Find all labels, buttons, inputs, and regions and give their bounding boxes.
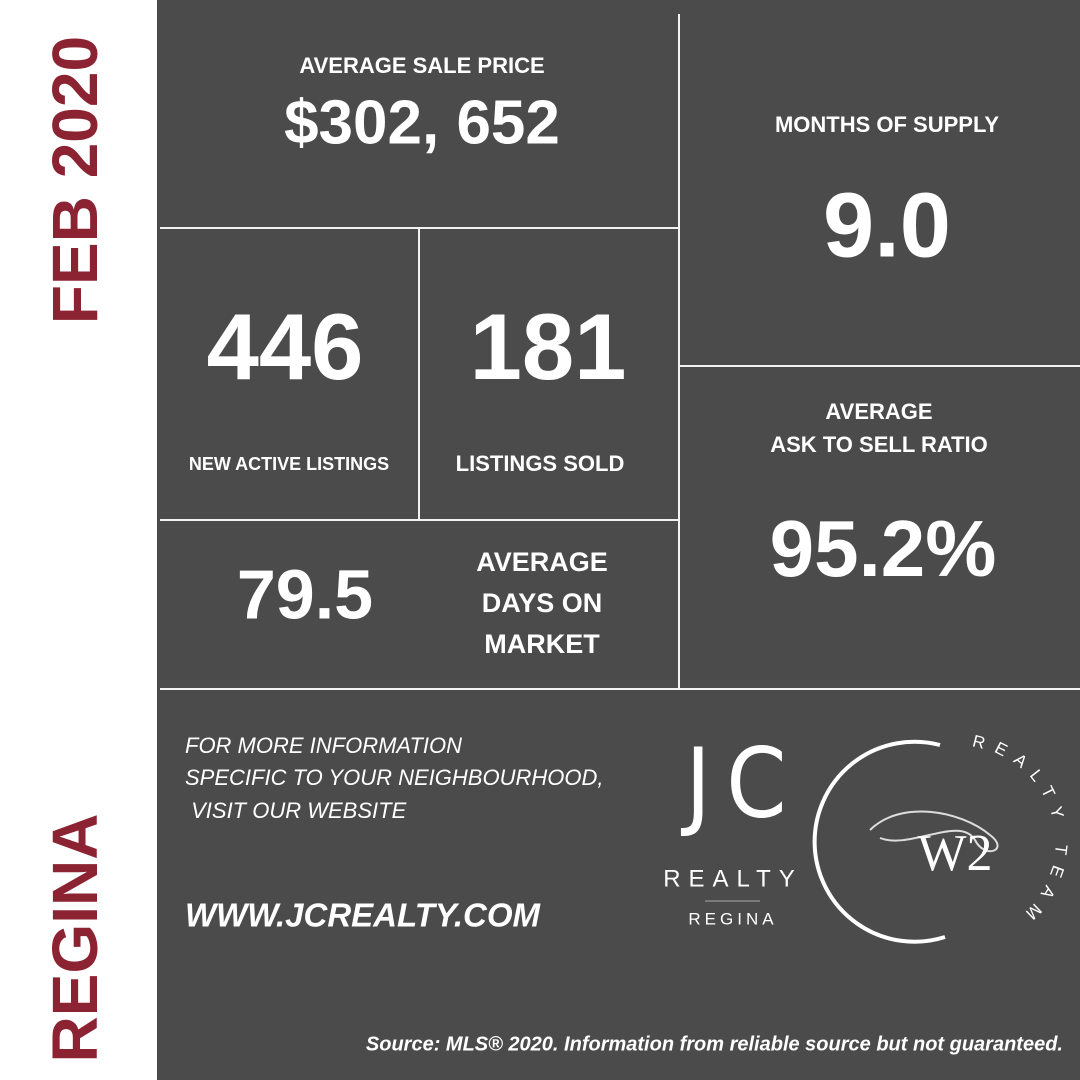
logo-mark: W2 [917,825,992,882]
stat-value: 79.5 [237,555,373,633]
jc-logo: J C REALTY REGINA [663,727,803,928]
stat-value: 9.0 [823,174,951,276]
stat-label: AVERAGE [476,547,608,577]
dividers [160,14,1080,690]
panel [157,0,1080,1080]
stat-value: 181 [470,294,627,399]
info-line: SPECIFIC TO YOUR NEIGHBOURHOOD, [185,765,603,790]
info-line: FOR MORE INFORMATION [185,733,462,758]
stat-label: NEW ACTIVE LISTINGS [189,454,389,474]
stat-value: 446 [207,294,364,399]
website[interactable]: WWW.JCREALTY.COM [185,897,542,934]
stat-label: LISTINGS SOLD [456,451,625,476]
stat-label: MONTHS OF SUPPLY [775,112,999,137]
stat-label: AVERAGE SALE PRICE [299,53,544,78]
date: FEB 2020 [39,36,111,324]
source: Source: MLS® 2020. Information from reli… [366,1033,1063,1055]
city: REGINA [39,814,111,1063]
logo-city: REGINA [688,909,777,928]
logo-letters: J C [680,727,782,839]
stat-label: ASK TO SELL RATIO [770,432,988,457]
stat-label: MARKET [484,629,600,659]
stat-label: AVERAGE [825,399,932,424]
stat-value: 95.2% [770,504,997,593]
stat-label: DAYS ON [482,588,603,618]
logo-name: REALTY [663,865,803,892]
stat-value: $302, 652 [284,88,560,157]
info-line: VISIT OUR WEBSITE [185,798,407,823]
